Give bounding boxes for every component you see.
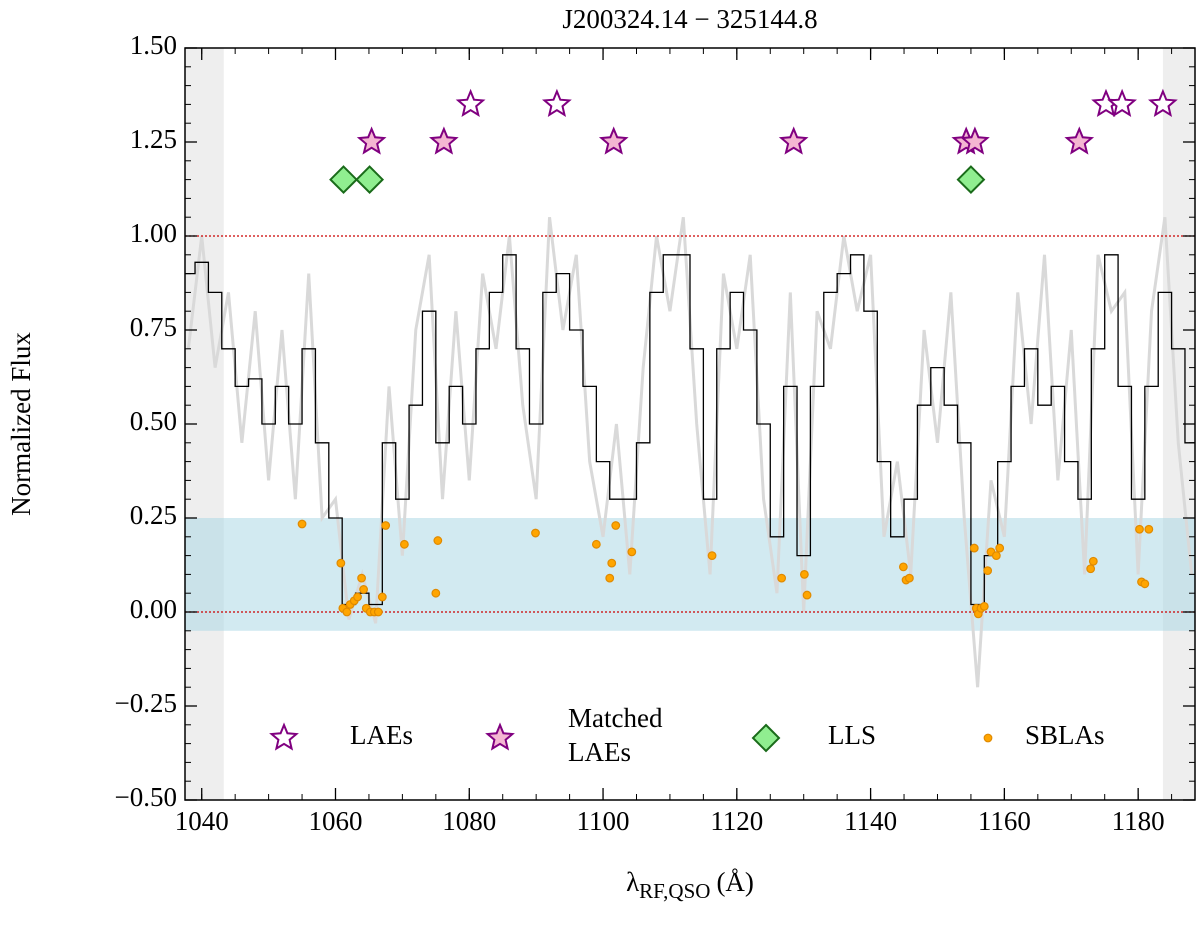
dot-marker: [777, 573, 787, 583]
legend-marker: [983, 733, 993, 743]
diamond-marker: [355, 165, 385, 195]
x-label-subscript: RF,QSO: [639, 879, 710, 903]
dot-marker: [707, 551, 717, 560]
x-tick-label: 1080: [442, 806, 496, 836]
star-marker: [542, 88, 572, 118]
dot-marker: [898, 562, 908, 572]
dot-marker: [399, 539, 409, 549]
dot-marker: [381, 521, 391, 530]
plot-frame: [184, 47, 1196, 801]
y-tick-label: 0.50: [130, 406, 177, 436]
legend-label-line: Matched: [568, 703, 663, 733]
x-tick-label: 1180: [1112, 806, 1165, 836]
dot-marker: [969, 543, 979, 553]
diamond-marker: [329, 165, 358, 195]
star-marker: [455, 88, 486, 118]
x-tick-label: 1160: [978, 806, 1031, 836]
x-tick-label: 1140: [844, 806, 897, 836]
x-label-unit: (Å): [716, 867, 753, 897]
dot-marker: [991, 551, 1001, 560]
dot-marker: [431, 588, 441, 598]
y-tick-label: 0.75: [130, 312, 177, 342]
star-marker: [960, 126, 990, 155]
dot-marker: [799, 570, 809, 579]
dot-marker: [359, 585, 368, 594]
dot-marker: [342, 607, 352, 617]
star-marker: [598, 126, 629, 155]
diamond-marker: [956, 165, 986, 195]
star-marker: [1064, 126, 1095, 155]
y-axis-label: Normalized Flux: [6, 332, 36, 516]
legend-label: Matched LAEs: [568, 703, 663, 767]
y-tick-label: −0.25: [115, 688, 177, 718]
legend-marker: [751, 723, 781, 753]
dot-marker: [297, 519, 307, 529]
dot-marker: [353, 592, 362, 602]
dot-marker: [605, 573, 615, 583]
y-tick-label: 1.00: [130, 218, 177, 248]
y-tick-label: 1.50: [130, 30, 177, 60]
dot-marker: [1086, 564, 1096, 574]
legend-label: SBLAs: [1025, 720, 1105, 750]
dot-marker: [1144, 524, 1154, 534]
y-tick-label: 0.00: [130, 594, 177, 624]
dot-marker: [983, 566, 993, 576]
dot-marker: [607, 558, 617, 568]
star-marker: [356, 126, 387, 155]
star-marker: [429, 126, 459, 155]
dot-marker: [377, 592, 387, 602]
legend-label-line: LAEs: [568, 737, 631, 767]
dot-marker: [1088, 556, 1098, 566]
dot-marker: [611, 521, 621, 530]
dot-marker: [433, 536, 443, 545]
x-tick-label: 1100: [577, 806, 630, 836]
dot-marker: [627, 547, 637, 557]
dot-marker: [1135, 524, 1144, 534]
dot-marker: [802, 590, 812, 600]
legend-marker: [269, 722, 299, 751]
dot-marker: [904, 573, 914, 583]
x-tick-label: 1120: [710, 806, 763, 836]
star-marker: [778, 126, 809, 155]
y-tick-label: 1.25: [130, 124, 177, 154]
dot-marker: [373, 607, 383, 617]
x-axis-label: λRF,QSO (Å): [626, 867, 754, 903]
dot-marker: [995, 543, 1005, 553]
legend-marker: [485, 722, 515, 751]
legend-label: LLS: [828, 720, 876, 750]
plot-area: [185, 48, 1195, 800]
dot-marker: [979, 601, 989, 611]
x-label-symbol: λ: [626, 867, 639, 897]
dot-marker: [336, 558, 346, 568]
dot-marker: [531, 528, 540, 538]
dot-marker: [357, 573, 366, 583]
dot-marker: [1140, 579, 1150, 589]
star-marker: [1107, 88, 1137, 118]
x-tick-label: 1060: [308, 806, 362, 836]
chart-title: J200324.14 − 325144.8: [562, 4, 817, 34]
sbla-band: [185, 518, 1195, 631]
star-marker: [1148, 88, 1178, 118]
dot-marker: [591, 539, 601, 549]
y-tick-label: 0.25: [130, 500, 177, 530]
x-tick-label: 1040: [175, 806, 229, 836]
y-tick-label: −0.50: [115, 782, 177, 812]
legend-label: LAEs: [350, 720, 413, 750]
